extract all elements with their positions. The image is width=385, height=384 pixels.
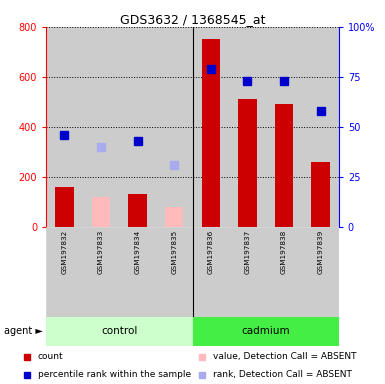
Text: GSM197839: GSM197839 — [318, 229, 323, 273]
Bar — [192, 317, 339, 346]
Bar — [46, 27, 83, 227]
Text: GSM197838: GSM197838 — [281, 229, 287, 273]
Text: GSM197837: GSM197837 — [244, 229, 250, 273]
Text: GSM197835: GSM197835 — [171, 229, 177, 273]
Bar — [302, 227, 339, 317]
Bar — [46, 317, 192, 346]
Bar — [192, 27, 229, 227]
Text: agent ►: agent ► — [4, 326, 43, 336]
Text: cadmium: cadmium — [241, 326, 290, 336]
Text: rank, Detection Call = ABSENT: rank, Detection Call = ABSENT — [213, 371, 352, 379]
Text: percentile rank within the sample: percentile rank within the sample — [38, 371, 191, 379]
Text: GSM197834: GSM197834 — [135, 229, 141, 273]
Bar — [275, 104, 293, 227]
Bar — [46, 227, 83, 317]
Bar — [266, 27, 302, 227]
Bar — [119, 227, 156, 317]
Bar — [229, 227, 266, 317]
Bar — [119, 27, 156, 227]
Bar — [311, 162, 330, 227]
Text: GSM197833: GSM197833 — [98, 229, 104, 273]
Text: count: count — [38, 352, 63, 361]
Bar — [83, 27, 119, 227]
Title: GDS3632 / 1368545_at: GDS3632 / 1368545_at — [120, 13, 265, 26]
Bar — [229, 27, 266, 227]
Text: GSM197832: GSM197832 — [62, 229, 67, 273]
Bar — [165, 207, 183, 227]
Text: value, Detection Call = ABSENT: value, Detection Call = ABSENT — [213, 352, 357, 361]
Bar — [156, 27, 192, 227]
Bar — [266, 227, 302, 317]
Bar — [192, 227, 229, 317]
Bar — [156, 227, 192, 317]
Text: control: control — [101, 326, 137, 336]
Bar — [202, 40, 220, 227]
Bar — [302, 27, 339, 227]
Bar — [238, 99, 256, 227]
Bar — [55, 187, 74, 227]
Bar — [92, 197, 110, 227]
Bar — [129, 194, 147, 227]
Text: GSM197836: GSM197836 — [208, 229, 214, 273]
Bar — [83, 227, 119, 317]
